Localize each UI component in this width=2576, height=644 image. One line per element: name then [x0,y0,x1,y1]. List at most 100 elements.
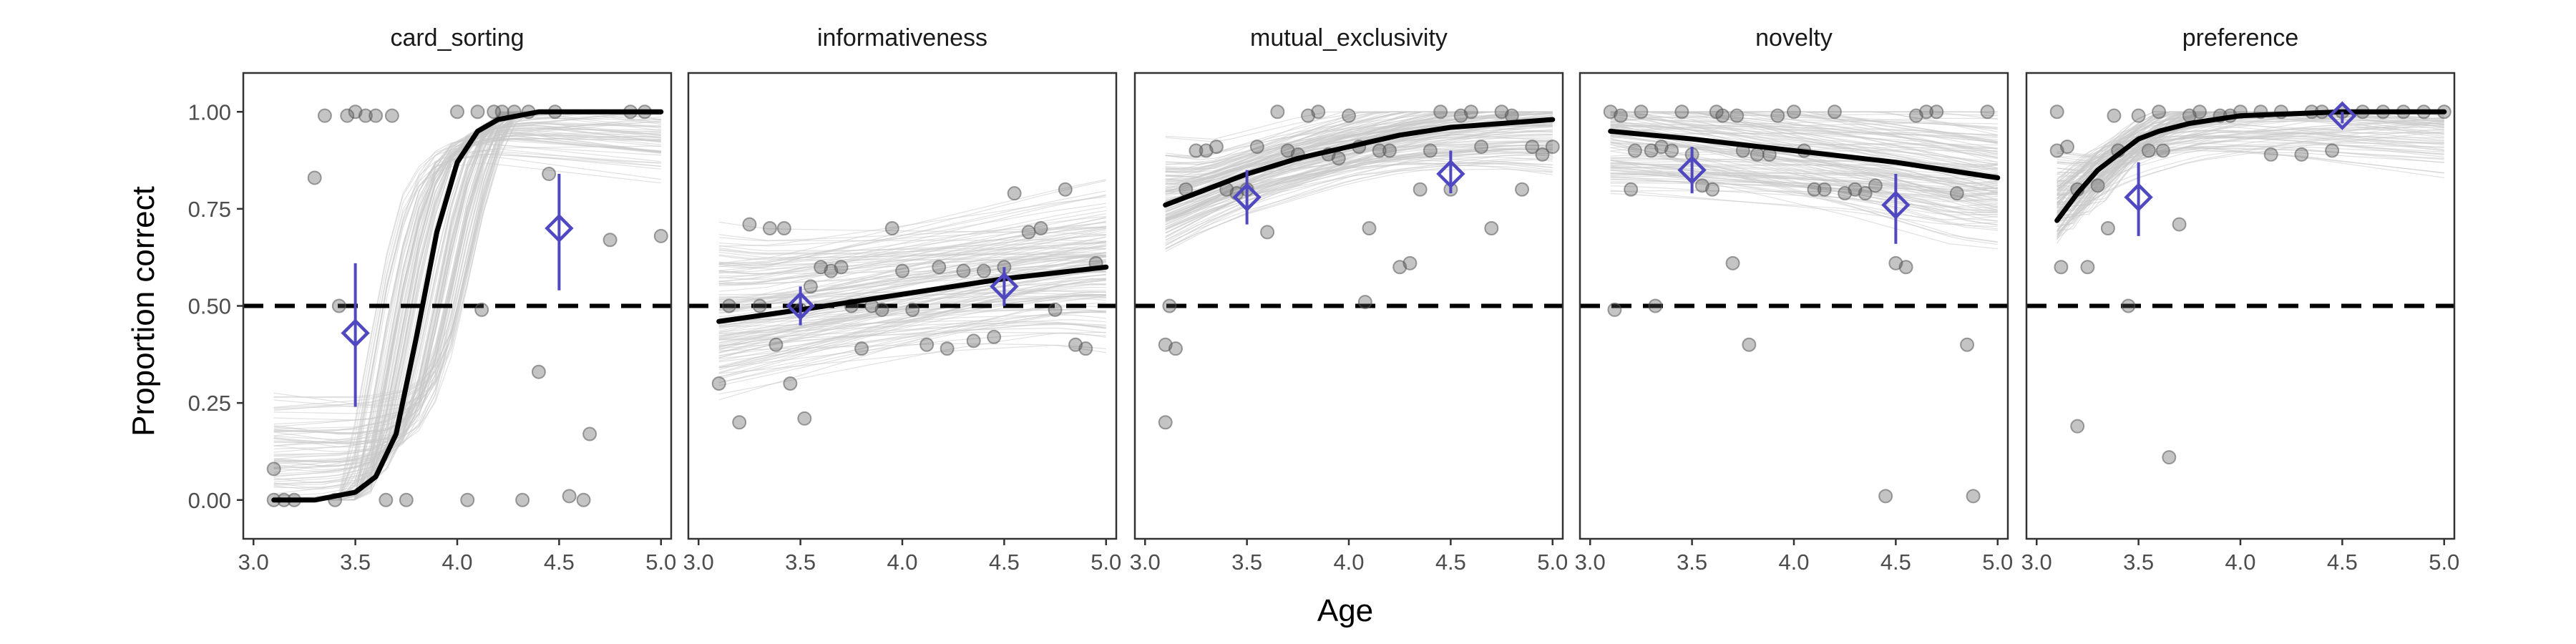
group-mean [1232,170,1262,225]
posterior-draw-line [2057,130,2444,184]
x-tick-label: 5.0 [1537,550,1568,575]
data-point [369,108,384,123]
plot-area [243,104,671,507]
posterior-draw-line [718,331,1106,341]
data-point [884,221,899,235]
posterior-draw-line [718,215,1106,263]
data-point [1648,298,1663,313]
posterior-draw-line [718,216,1106,313]
data-point [2100,221,2115,235]
data-point [1463,104,1478,119]
data-point [1189,143,1204,158]
data-point [919,337,935,352]
group-mean [1881,174,1911,244]
posterior-draw-line [1165,123,1553,246]
data-point [769,337,784,352]
posterior-draw-line [718,225,1106,277]
data-point [1770,108,1785,123]
posterior-draw-line [2057,121,2444,235]
x-tick-label: 5.0 [1091,550,1121,575]
x-axis-ticks: 3.0 3.5 4.0 4.5 5.0 [2021,539,2459,575]
data-point [340,108,355,123]
group-mean [341,263,370,407]
posterior-draw-line [718,251,1106,258]
posterior-draw-line [718,221,1106,235]
data-point [956,263,971,278]
facet-label: card_sorting [390,24,524,52]
facet-preference: preference 3.0 3.5 4.0 4.5 5.0 [2021,24,2460,575]
data-point [582,426,597,441]
data-point [1868,178,1883,193]
mean-diamond [2124,182,2153,212]
data-point [474,302,489,317]
y-tick-label: 0.50 [188,294,231,319]
data-point [515,492,530,507]
data-point [307,170,322,185]
group-mean [786,286,815,326]
plot-area [2026,104,2454,465]
posterior-draw-line [2057,142,2444,199]
posterior-draw-line [1610,182,1998,192]
posterior-draw-line [718,297,1106,353]
x-tick-label: 4.5 [1880,550,1911,575]
data-point [1750,147,1765,162]
data-point [1515,182,1530,197]
x-tick-label: 4.0 [2225,550,2255,575]
data-points [711,182,1103,430]
data-point [2172,217,2187,232]
facet-label: informativeness [817,24,987,52]
facet-label: mutual_exclusivity [1250,24,1448,52]
data-point [1158,415,1173,430]
x-tick-label: 4.0 [441,550,472,575]
data-point [1980,104,1995,119]
data-point [783,376,798,391]
posterior-draw-line [718,322,1106,335]
posterior-draw-line [718,190,1106,271]
posterior-draw-line [718,248,1106,255]
x-tick-label: 5.0 [2429,550,2459,575]
x-tick-label: 4.5 [2327,550,2358,575]
data-point [2054,260,2069,275]
posterior-draw-line [2057,135,2444,175]
posterior-draw-line [1610,117,1998,135]
data-point [2294,147,2309,162]
mean-diamond [1677,155,1707,185]
data-point [653,228,668,243]
data-point [470,104,485,119]
data-point [399,492,414,507]
data-point [1535,147,1550,162]
data-point [542,167,557,182]
mean-diamond [341,318,370,348]
facet-label: novelty [1755,24,1833,52]
posterior-draw-line [718,227,1106,247]
data-point [1634,104,1649,119]
posterior-draw-line [1610,172,1998,201]
y-axis-title: Proportion correct [126,186,161,436]
posterior-draw-line [1610,114,1998,206]
data-point [721,298,736,313]
x-axis-ticks: 3.0 3.5 4.0 4.5 5.0 [1130,539,1568,575]
data-point [1807,182,1822,197]
posterior-draw-line [718,233,1106,286]
data-point [2131,108,2146,123]
data-point [732,415,747,430]
data-point [531,364,546,379]
data-point [2049,104,2064,119]
data-point [379,492,394,507]
x-tick-label: 3.5 [340,550,371,575]
data-point [905,302,920,317]
data-point [1048,302,1063,317]
posterior-draw-line [718,278,1106,323]
data-point [562,489,577,504]
data-point [576,492,591,507]
posterior-draw-line [2057,135,2444,187]
data-point [1929,104,1944,119]
data-point [940,341,955,356]
posterior-draw-line [1165,119,1553,230]
x-tick-label: 5.0 [1982,550,2013,575]
x-tick-label: 4.0 [1778,550,1809,575]
data-point [2192,104,2207,119]
data-point [1627,143,1642,158]
y-tick-label: 0.25 [188,391,231,416]
data-point [358,108,373,123]
